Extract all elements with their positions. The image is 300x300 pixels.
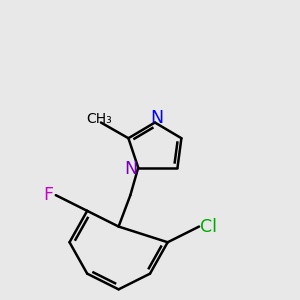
Text: N: N — [124, 160, 137, 178]
Text: CH₃: CH₃ — [86, 112, 112, 126]
Text: F: F — [43, 186, 53, 204]
Text: N: N — [150, 109, 164, 127]
Text: Cl: Cl — [200, 218, 218, 236]
